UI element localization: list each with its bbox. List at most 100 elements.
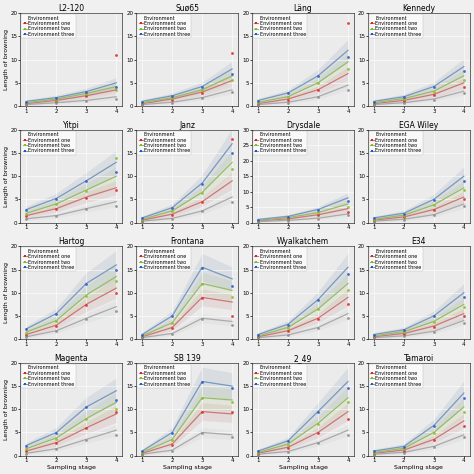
X-axis label: Sampling stage: Sampling stage (163, 465, 211, 470)
Point (314, 206, 322, 214)
Point (53, 100, 60, 107)
Point (53, 97, 60, 105)
Point (23, 326, 30, 333)
Point (314, 209, 322, 217)
Point (430, 429, 438, 437)
Legend: Environment, Environment one, Environment two, Environment three: Environment, Environment one, Environmen… (137, 364, 191, 388)
Point (460, 422, 468, 429)
Point (168, 436, 176, 444)
Point (112, 95, 120, 103)
Point (82, 97, 90, 105)
Point (254, 331, 262, 339)
Point (168, 94, 176, 102)
Point (254, 333, 262, 340)
X-axis label: Sampling stage: Sampling stage (279, 465, 328, 470)
Point (284, 214, 292, 222)
Point (168, 99, 176, 107)
Point (138, 218, 146, 226)
Point (460, 303, 468, 310)
Point (344, 65, 352, 73)
Point (198, 294, 206, 301)
Legend: Environment, Environment one, Environment two, Environment three: Environment, Environment one, Environmen… (369, 364, 423, 388)
Point (254, 99, 262, 107)
Point (53, 322, 60, 329)
Point (23, 446, 30, 453)
Point (82, 90, 90, 98)
Point (400, 210, 408, 218)
Point (198, 264, 206, 272)
Point (254, 448, 262, 456)
Point (430, 422, 438, 430)
Point (370, 450, 378, 457)
Point (314, 429, 322, 437)
Point (254, 216, 262, 224)
Point (344, 203, 352, 211)
Title: Tamaroi: Tamaroi (404, 354, 434, 363)
Point (168, 447, 176, 455)
Point (284, 213, 292, 220)
Point (344, 208, 352, 216)
Point (254, 101, 262, 109)
Point (460, 186, 468, 194)
Point (430, 436, 438, 444)
Point (112, 86, 120, 93)
Point (82, 187, 90, 194)
Point (370, 216, 378, 224)
Y-axis label: Length of browning: Length of browning (4, 146, 9, 207)
Point (344, 19, 352, 27)
Title: Kennedy: Kennedy (402, 4, 436, 13)
Point (284, 215, 292, 223)
Point (82, 88, 90, 96)
Point (138, 100, 146, 107)
Point (112, 431, 120, 438)
Y-axis label: Length of browning: Length of browning (4, 379, 9, 440)
Point (460, 312, 468, 320)
Point (284, 93, 292, 101)
Point (460, 77, 468, 84)
Point (23, 442, 30, 450)
Point (198, 86, 206, 94)
Point (138, 101, 146, 109)
Title: Suø65: Suø65 (175, 4, 199, 13)
Title: SB 139: SB 139 (174, 354, 201, 363)
Point (400, 443, 408, 451)
Point (400, 447, 408, 455)
Point (400, 328, 408, 336)
Title: Drysdale: Drysdale (286, 121, 320, 130)
Point (168, 208, 176, 215)
Point (138, 451, 146, 458)
Point (344, 399, 352, 406)
Point (228, 384, 236, 392)
Point (82, 404, 90, 411)
Point (198, 394, 206, 402)
Point (228, 408, 236, 415)
Legend: Environment, Environment one, Environment two, Environment three: Environment, Environment one, Environmen… (21, 247, 75, 272)
Point (53, 439, 60, 447)
Point (314, 315, 322, 322)
Point (254, 97, 262, 105)
Point (284, 321, 292, 328)
Point (53, 435, 60, 442)
Legend: Environment, Environment one, Environment two, Environment three: Environment, Environment one, Environmen… (253, 14, 307, 38)
Point (400, 100, 408, 107)
Point (284, 332, 292, 339)
Point (400, 214, 408, 221)
Point (430, 312, 438, 320)
Point (460, 202, 468, 210)
Title: 2_49: 2_49 (294, 354, 312, 363)
Point (82, 177, 90, 185)
Point (314, 215, 322, 222)
X-axis label: Sampling stage: Sampling stage (47, 465, 96, 470)
Point (430, 88, 438, 95)
Point (53, 446, 60, 453)
Point (82, 315, 90, 322)
Point (228, 135, 236, 143)
Point (228, 312, 236, 320)
Point (400, 333, 408, 340)
Point (314, 80, 322, 87)
Point (370, 331, 378, 339)
Legend: Environment, Environment one, Environment two, Environment three: Environment, Environment one, Environmen… (369, 131, 423, 155)
Point (53, 201, 60, 208)
Point (370, 101, 378, 109)
Point (430, 443, 438, 451)
